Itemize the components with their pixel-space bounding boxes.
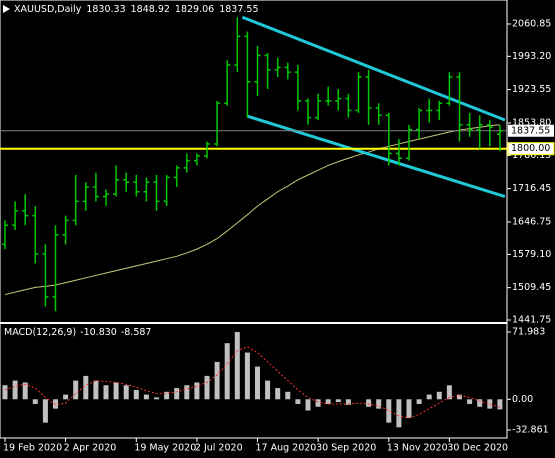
- x-tick-label: 19 May 2020: [134, 443, 196, 454]
- histogram-bar: [12, 380, 18, 400]
- histogram-bar: [174, 388, 180, 400]
- histogram-bar: [366, 399, 372, 407]
- x-tick-label: 2 Jul 2020: [195, 443, 243, 454]
- histogram-bar: [93, 380, 99, 400]
- histogram-bar: [386, 399, 392, 423]
- indicator-name: MACD(12,26,9): [4, 327, 76, 338]
- y-tick-label: 1993.20: [512, 51, 551, 62]
- histogram-bar: [295, 399, 301, 404]
- histogram-bar: [305, 399, 311, 411]
- y-tick-label: 1716.45: [512, 183, 551, 194]
- y-tick-label: 1853.80: [512, 117, 551, 128]
- last-price-label: 1837.55: [511, 125, 550, 136]
- last-price-box: [508, 124, 554, 137]
- x-tick-label: 30 Dec 2020: [447, 443, 508, 454]
- histogram-bar: [204, 375, 210, 400]
- histogram-bar: [487, 399, 493, 409]
- histogram-bar: [234, 331, 240, 400]
- y-tick-label: 1786.15: [512, 150, 551, 161]
- header-value: 1830.33: [86, 4, 125, 15]
- histogram-bar: [73, 380, 79, 400]
- histogram-bar: [214, 361, 220, 400]
- histogram-bar: [497, 399, 503, 410]
- x-tick-label: 13 Nov 2020: [387, 443, 448, 454]
- x-tick-label: 17 Aug 2020: [256, 443, 317, 454]
- histogram-bar: [345, 399, 351, 405]
- indicator-value: -10.830: [80, 327, 117, 338]
- histogram-bar: [467, 399, 473, 404]
- hline-label: 1800.00: [511, 143, 550, 154]
- histogram-bar: [396, 399, 402, 428]
- histogram-bar: [416, 399, 422, 404]
- frame: [0, 0, 508, 439]
- histogram-bar: [446, 385, 452, 400]
- header-arrow: [3, 5, 10, 13]
- chart-title: XAUUSD,Daily 1830.33 1848.92 1829.06 1837.55: [14, 4, 259, 15]
- y-tick-label: 1441.75: [512, 315, 551, 326]
- histogram-bar: [83, 375, 89, 400]
- x-tick-label: 2 Apr 2020: [64, 443, 117, 454]
- histogram-bar: [113, 382, 119, 400]
- y-tick-label: 1923.55: [512, 84, 551, 95]
- histogram-bar: [154, 397, 159, 400]
- y-tick-label: 1509.45: [512, 282, 551, 293]
- y-tick-label: 1646.75: [512, 216, 551, 227]
- signal-line: [4, 346, 501, 419]
- histogram-bar: [103, 385, 109, 400]
- channel-line: [241, 15, 506, 122]
- histogram-bar: [255, 366, 260, 400]
- histogram-bar: [22, 382, 28, 400]
- histogram-bar: [285, 391, 291, 400]
- histogram-bar: [315, 399, 321, 407]
- histogram-bar: [184, 385, 190, 400]
- y-tick-label: 0.00: [512, 394, 533, 405]
- histogram-bar: [436, 391, 442, 400]
- histogram-bar: [457, 394, 462, 400]
- x-tick-label: 19 Feb 2020: [3, 443, 62, 454]
- histogram-bar: [244, 352, 250, 400]
- indicator-value: -8.587: [121, 327, 152, 338]
- histogram-bar: [63, 394, 69, 400]
- indicator-title: MACD(12,26,9) -10.830 -8.587: [4, 327, 151, 338]
- moving-average: [4, 124, 500, 296]
- histogram-bar: [143, 394, 149, 400]
- histogram-bar: [123, 385, 129, 400]
- header-value: 1848.92: [131, 4, 170, 15]
- histogram-bar: [133, 389, 139, 400]
- histogram-bar: [477, 399, 483, 407]
- histogram-bar: [275, 388, 281, 400]
- y-tick-label: 1579.10: [512, 249, 551, 260]
- y-tick-label: -32.861: [512, 425, 549, 436]
- histogram-bar: [2, 385, 8, 400]
- histogram-bar: [406, 399, 412, 418]
- y-tick-label: 71.983: [512, 326, 545, 337]
- histogram-bar: [194, 382, 200, 400]
- histogram-bar: [42, 399, 48, 423]
- histogram-bar: [265, 380, 271, 400]
- header-value: 1837.55: [219, 4, 258, 15]
- histogram-bar: [325, 399, 331, 404]
- x-tick-label: 30 Sep 2020: [316, 443, 376, 454]
- histogram-bar: [224, 343, 230, 400]
- channel-line: [246, 114, 506, 198]
- hline-box: [507, 142, 555, 156]
- histogram-bar: [335, 399, 341, 403]
- histogram-bar: [376, 399, 382, 409]
- histogram-bar: [426, 394, 432, 400]
- header-value: 1829.06: [175, 4, 214, 15]
- symbol: XAUUSD,Daily: [14, 4, 82, 15]
- histogram-bar: [32, 399, 38, 404]
- y-tick-label: 2060.85: [512, 18, 551, 29]
- histogram-bar: [53, 399, 58, 409]
- histogram-bar: [164, 391, 170, 400]
